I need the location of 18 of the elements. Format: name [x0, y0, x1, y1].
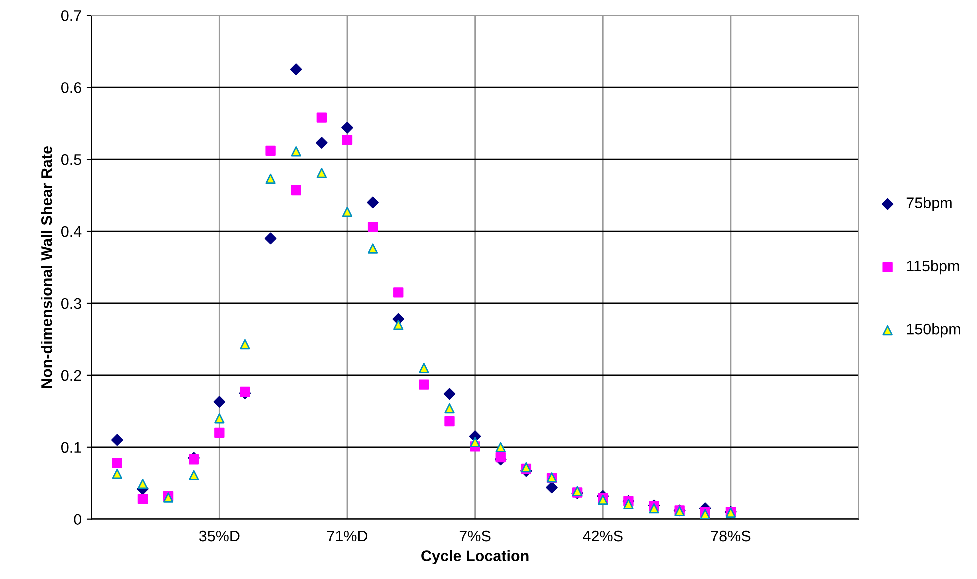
y-tick-label: 0.3	[61, 298, 82, 310]
legend-label: 115bpm	[907, 260, 960, 275]
y-tick-label: 0.1	[61, 442, 82, 454]
x-tick-label: 35%D	[199, 530, 240, 542]
y-tick-label: 0.2	[61, 370, 82, 382]
y-tick-label: 0.5	[61, 154, 82, 166]
x-tick-label: 78%S	[711, 530, 751, 542]
x-tick-label: 7%S	[460, 530, 491, 542]
y-tick-label: 0.6	[61, 82, 82, 94]
y-tick-label: 0	[74, 514, 82, 526]
x-axis-title: Cycle Location	[422, 550, 529, 565]
legend-label: 150bpm	[907, 324, 960, 338]
x-tick-label: 42%S	[583, 530, 623, 542]
y-tick-label: 0.7	[61, 10, 82, 22]
x-tick-label: 71%D	[327, 530, 368, 542]
y-tick-label: 0.4	[61, 226, 82, 238]
legend-label: 75bpm	[906, 197, 952, 212]
y-axis-title: Non-dimensional Wall Shear Rate	[41, 146, 52, 388]
